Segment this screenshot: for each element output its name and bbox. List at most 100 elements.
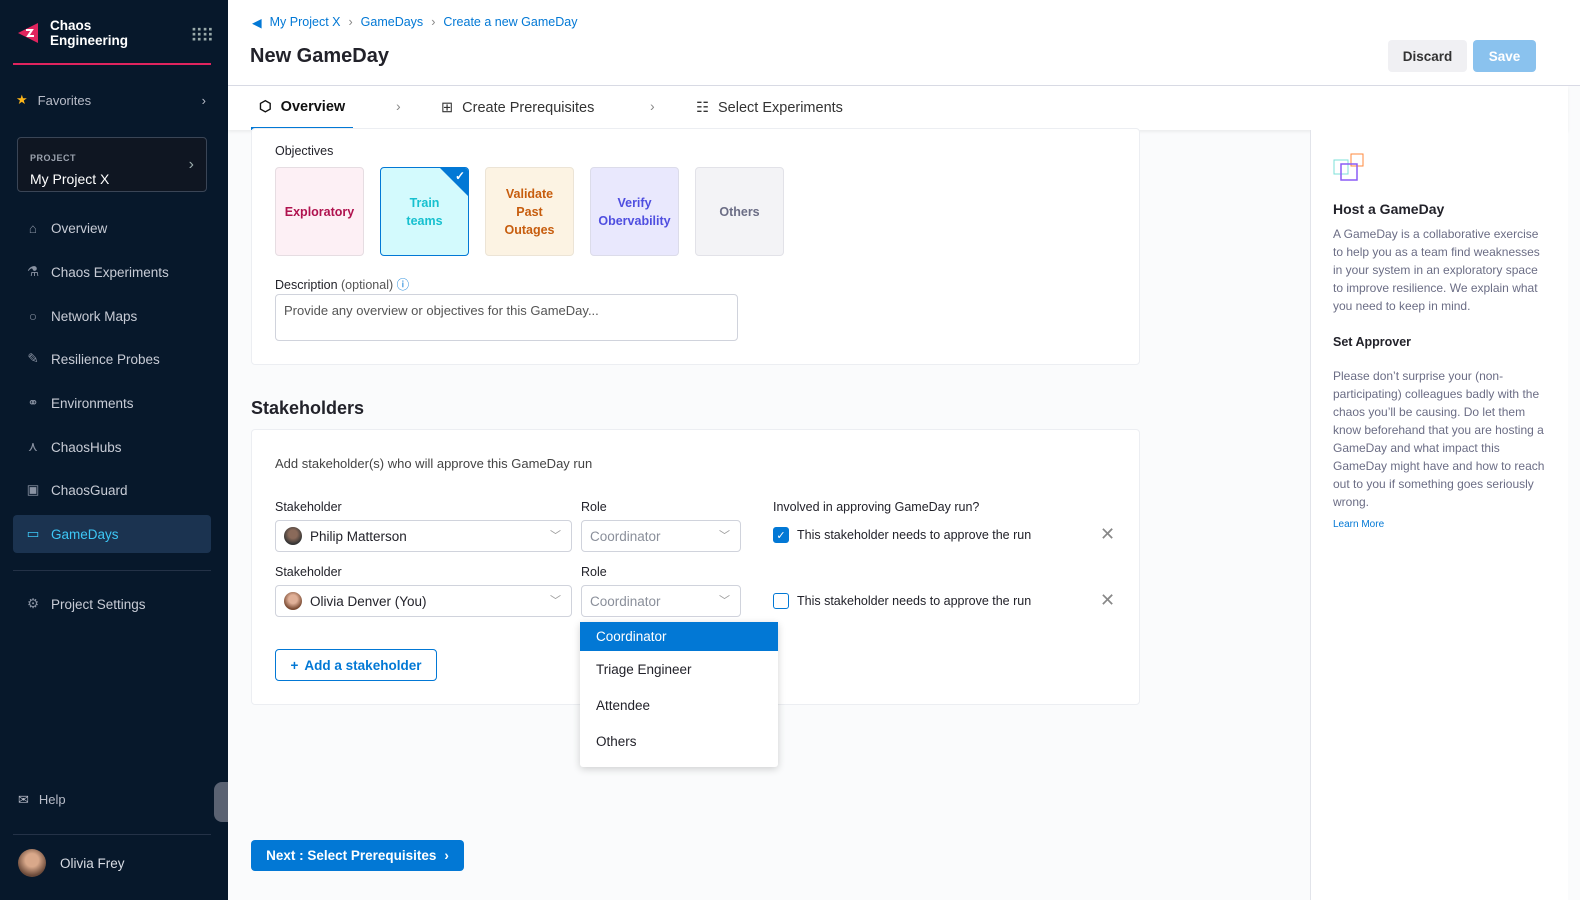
hub-icon: ⋏ [28, 439, 38, 454]
role-value: Coordinator [590, 528, 661, 544]
panel-title: Host a GameDay [1333, 201, 1445, 217]
save-button[interactable]: Save [1473, 40, 1536, 72]
app-grid-icon[interactable]: ⠿⠿ [190, 26, 214, 46]
cubes-icon [1333, 153, 1364, 181]
plus-icon: + [290, 657, 299, 673]
chevron-right-icon: › [201, 92, 206, 108]
menu-item-coordinator[interactable]: Coordinator [580, 622, 778, 651]
objective-exploratory[interactable]: Exploratory [275, 167, 364, 256]
remove-stakeholder-icon[interactable]: ✕ [1100, 524, 1116, 544]
breadcrumb-link[interactable]: My Project X [269, 15, 341, 29]
discard-button[interactable]: Discard [1388, 40, 1467, 72]
checkbox-checked-icon: ✓ [773, 527, 789, 543]
page-title: New GameDay [250, 45, 389, 67]
objective-label: Others [719, 204, 760, 219]
role-label: Role [581, 500, 607, 514]
experiments-icon: ☷ [696, 100, 709, 116]
stakeholder-select[interactable]: Olivia Denver (You) ﹀ [275, 585, 572, 617]
nav-label: GameDays [51, 526, 119, 542]
panel-body: Please don’t surprise your (non-particip… [1333, 369, 1545, 509]
tab-create-prerequisites[interactable]: ⊞ Create Prerequisites [441, 86, 594, 130]
divider [13, 570, 211, 571]
sidebar: Chaos Engineering ⠿⠿ ★ Favorites › PROJECT M… [0, 0, 228, 900]
sidebar-item-chaos-experiments[interactable]: ⚗ Chaos Experiments [13, 253, 211, 291]
role-dropdown-menu: Coordinator Triage Engineer Attendee Oth… [580, 622, 778, 767]
approve-text: This stakeholder needs to approve the ru… [797, 594, 1032, 608]
tab-label: Select Experiments [718, 100, 843, 116]
tab-select-experiments[interactable]: ☷ Select Experiments [696, 86, 843, 130]
project-name: My Project X [30, 171, 110, 187]
learn-more-link[interactable]: Learn More [1333, 519, 1385, 530]
approve-checkbox[interactable]: This stakeholder needs to approve the ru… [773, 593, 1031, 609]
sidebar-item-network-maps[interactable]: ○ Network Maps [13, 297, 211, 335]
help-panel: Host a GameDay A GameDay is a collaborat… [1310, 130, 1568, 900]
approve-label: Involved in approving GameDay run? [773, 500, 980, 514]
nav-label: Chaos Experiments [51, 264, 169, 280]
optional-text: (optional) [341, 278, 394, 292]
objective-train-teams[interactable]: Train teams ✓ [380, 167, 469, 256]
sidebar-item-chaosguard[interactable]: ▣ ChaosGuard [13, 471, 211, 509]
project-label-text: PROJECT [30, 153, 77, 163]
objective-label: Validate Past Outages [504, 186, 555, 237]
sidebar-item-environments[interactable]: ⚭ Environments [13, 384, 211, 422]
info-icon: ⓘ [396, 278, 410, 292]
user-profile[interactable]: Olivia Frey [18, 849, 125, 877]
objective-label: Train teams [406, 195, 443, 228]
favorites-item[interactable]: ★ Favorites › [16, 92, 206, 108]
objective-verify-observability[interactable]: Verify Obervability [590, 167, 679, 256]
description-input[interactable]: Provide any overview or objectives for t… [275, 294, 738, 341]
tab-overview[interactable]: ⬡ Overview [251, 86, 354, 130]
objective-validate-past-outages[interactable]: Validate Past Outages [485, 167, 574, 256]
remove-stakeholder-icon[interactable]: ✕ [1100, 590, 1116, 610]
role-value: Coordinator [590, 593, 661, 609]
tab-label: Create Prerequisites [462, 100, 595, 116]
breadcrumb-link[interactable]: GameDays [360, 15, 424, 29]
avatar [284, 527, 302, 545]
sidebar-item-chaoshubs[interactable]: ⋏ ChaosHubs [13, 428, 211, 466]
panel-intro: A GameDay is a collaborative exercise to… [1333, 227, 1540, 313]
sidebar-item-resilience-probes[interactable]: ✎ Resilience Probes [13, 340, 211, 378]
sidebar-collapse-handle[interactable] [214, 782, 228, 822]
environments-icon: ⚭ [27, 395, 39, 410]
next-button[interactable]: Next : Select Prerequisites › [251, 840, 464, 871]
chevron-down-icon: ﹀ [550, 530, 561, 542]
breadcrumb-separator-icon: › [431, 15, 436, 29]
prerequisites-icon: ⊞ [441, 100, 454, 116]
help-item[interactable]: ✉ Help [18, 792, 66, 808]
menu-item-attendee[interactable]: Attendee [596, 697, 651, 713]
approve-text: This stakeholder needs to approve the ru… [797, 528, 1032, 542]
nav-label: ChaosHubs [51, 439, 122, 455]
nav-label: Overview [51, 220, 108, 236]
project-selector[interactable]: PROJECT My Project X › [17, 137, 207, 192]
stakeholder-label: Stakeholder [275, 500, 342, 514]
favorites-label: Favorites [37, 92, 92, 108]
chevron-right-icon: › [650, 98, 655, 114]
objectives-label: Objectives [275, 144, 334, 158]
guard-icon: ▣ [26, 482, 40, 497]
nav-label: Network Maps [51, 308, 138, 324]
approve-checkbox[interactable]: ✓ This stakeholder needs to approve the r… [773, 527, 1031, 543]
nav-label: Project Settings [51, 596, 146, 612]
sidebar-item-overview[interactable]: ⌂ Overview [13, 209, 211, 247]
objective-label: Verify Obervability [598, 195, 671, 228]
checkbox-unchecked-icon [773, 593, 789, 609]
flask-icon: ⚗ [26, 264, 40, 279]
tab-label: Overview [280, 98, 346, 115]
description-label-text: Description [275, 278, 338, 292]
breadcrumb-link[interactable]: Create a new GameDay [443, 15, 578, 29]
app-logo[interactable]: Chaos Engineering [16, 18, 128, 48]
wizard-tabs: ⬡ Overview › ⊞ Create Prerequisites › ☷ Sel… [228, 86, 1568, 130]
role-select[interactable]: Coordinator ﹀ [581, 585, 741, 617]
home-icon: ⌂ [28, 220, 38, 236]
role-select[interactable]: Coordinator ﹀ [581, 520, 741, 552]
stakeholder-select[interactable]: Philip Matterson ﹀ [275, 520, 572, 552]
chevron-down-icon: ﹀ [719, 530, 730, 542]
objective-others[interactable]: Others [695, 167, 784, 256]
app-name: Chaos [50, 18, 92, 33]
menu-item-triage-engineer[interactable]: Triage Engineer [596, 661, 692, 677]
sidebar-item-gamedays[interactable]: ▭ GameDays [13, 515, 211, 553]
avatar [284, 592, 302, 610]
add-stakeholder-button[interactable]: + Add a stakeholder [275, 649, 437, 681]
menu-item-others[interactable]: Others [596, 733, 637, 749]
sidebar-item-project-settings[interactable]: ⚙ Project Settings [13, 585, 211, 623]
